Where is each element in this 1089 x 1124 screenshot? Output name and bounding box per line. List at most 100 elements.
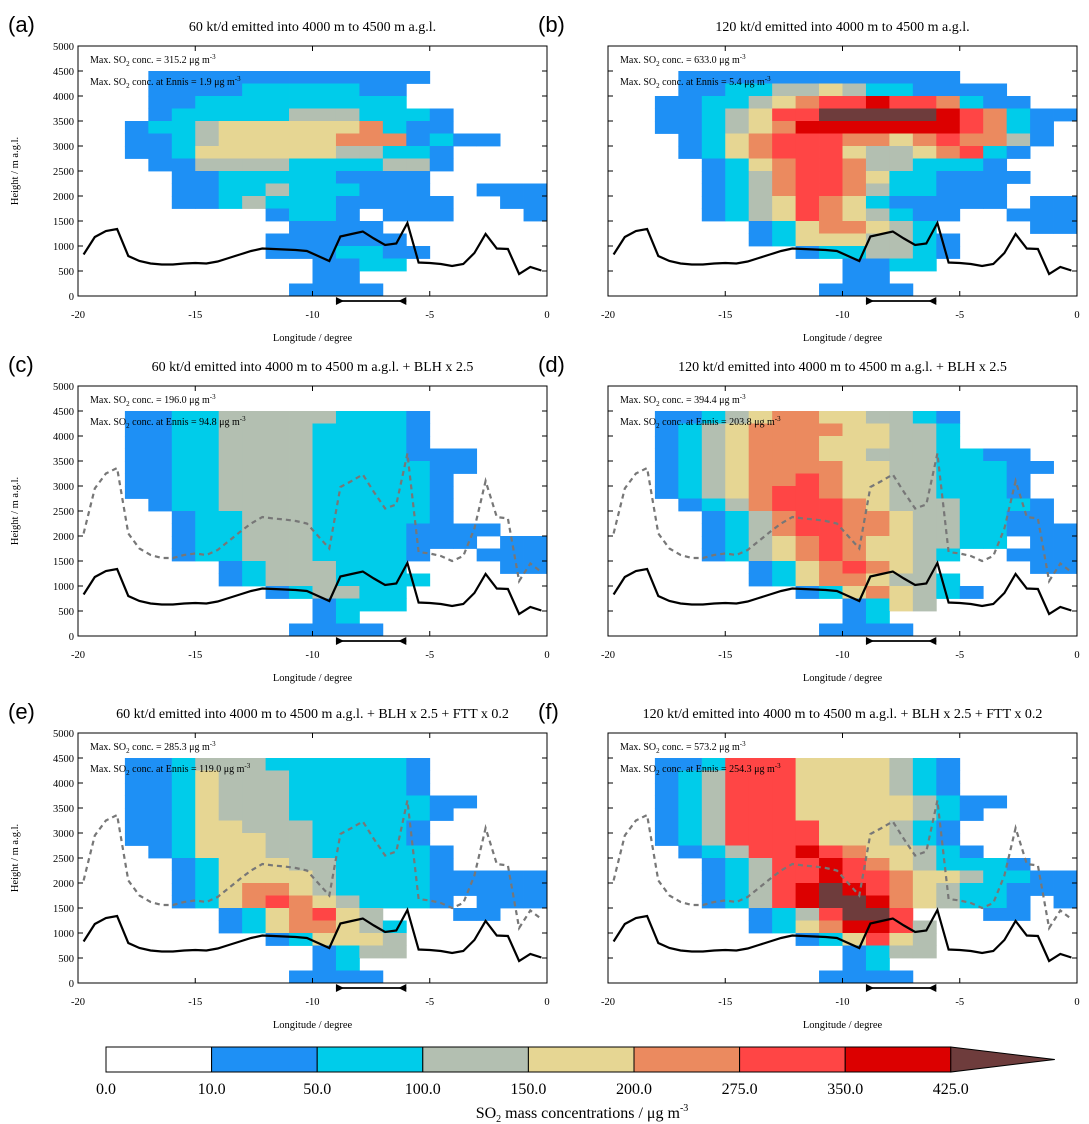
- heatmap-cell: [678, 486, 703, 499]
- y-tick-label: 1000: [53, 929, 74, 940]
- heatmap-cell: [819, 895, 843, 909]
- heatmap-cell: [289, 498, 313, 512]
- heatmap-cell: [289, 121, 313, 134]
- heatmap-cell: [701, 845, 726, 859]
- heatmap-cell: [701, 83, 726, 97]
- heatmap-cell: [265, 523, 290, 537]
- heatmap-cell: [289, 895, 313, 909]
- heatmap-cell: [865, 511, 890, 524]
- heatmap-cell: [1006, 870, 1031, 884]
- heatmap-cell: [865, 486, 890, 499]
- heatmap-cell: [218, 795, 243, 809]
- heatmap-cell: [701, 146, 726, 159]
- heatmap-cell: [819, 795, 843, 809]
- heatmap-cell: [382, 586, 407, 599]
- heatmap-cell: [289, 833, 313, 846]
- heatmap-cell: [335, 958, 360, 971]
- heatmap-cell: [701, 758, 726, 771]
- heatmap-cell: [265, 511, 290, 524]
- heatmap-cell: [772, 221, 796, 234]
- heatmap-cell: [936, 423, 961, 437]
- heatmap-cell: [865, 83, 890, 97]
- heatmap-cell: [936, 108, 961, 122]
- heatmap-cell: [195, 158, 220, 172]
- heatmap-cell: [912, 598, 937, 612]
- heatmap-cell: [748, 96, 773, 109]
- heatmap-cell: [265, 561, 290, 574]
- heatmap-cell: [865, 121, 890, 134]
- heatmap-cell: [289, 411, 313, 424]
- heatmap-cell: [124, 808, 149, 821]
- heatmap-cell: [195, 858, 220, 871]
- heatmap-cell: [195, 411, 220, 424]
- heatmap-cell: [289, 423, 313, 437]
- heatmap-cell: [772, 561, 796, 574]
- y-tick-label: 4000: [53, 432, 74, 443]
- heatmap-cell: [382, 770, 407, 784]
- heatmap-cell: [148, 833, 173, 846]
- heatmap-cell: [335, 895, 360, 909]
- heatmap-cell: [912, 96, 937, 109]
- heatmap-cell: [265, 461, 290, 474]
- heatmap-cell: [865, 611, 890, 624]
- heatmap-cell: [725, 423, 750, 437]
- heatmap-cell: [265, 233, 290, 247]
- x-tick-label: 0: [1074, 997, 1079, 1008]
- x-axis-label: Longitude / degree: [803, 1020, 883, 1031]
- heatmap-cell: [819, 820, 843, 834]
- heatmap-cell: [936, 498, 961, 512]
- y-axis-label: Height / m a.g.l.: [10, 477, 21, 545]
- heatmap-cell: [359, 586, 384, 599]
- heatmap-cell: [312, 121, 337, 134]
- heatmap-cell: [865, 536, 890, 549]
- heatmap-cell: [335, 448, 360, 462]
- heatmap-cell: [312, 498, 337, 512]
- heatmap-cell: [382, 158, 407, 172]
- heatmap-cell: [959, 133, 984, 147]
- y-tick-label: 4000: [53, 779, 74, 790]
- annotation-max-conc: Max. SO2 conc. = 633.0 μg m-3: [620, 53, 746, 68]
- heatmap-cell: [725, 83, 750, 97]
- heatmap-cell: [842, 908, 867, 921]
- heatmap-cell: [772, 96, 796, 109]
- heatmap-cell: [335, 461, 360, 474]
- heatmap-cell: [842, 196, 867, 209]
- heatmap-cell: [889, 970, 914, 984]
- heatmap-cell: [936, 121, 961, 134]
- heatmap-cell: [171, 83, 196, 97]
- heatmap-cell: [819, 833, 843, 846]
- heatmap-cell: [1030, 196, 1054, 209]
- heatmap-cell: [359, 945, 384, 959]
- heatmap-cell: [453, 870, 478, 884]
- heatmap-cell: [1053, 108, 1078, 122]
- panel-letter: (d): [538, 352, 565, 377]
- heatmap-cell: [795, 486, 820, 499]
- heatmap-cell: [289, 770, 313, 784]
- annotation-max-conc: Max. SO2 conc. = 573.2 μg m-3: [620, 740, 746, 755]
- heatmap-cell: [359, 246, 384, 259]
- heatmap-cell: [312, 548, 337, 562]
- heatmap-cell: [865, 158, 890, 172]
- panel-title: 60 kt/d emitted into 4000 m to 4500 m a.…: [116, 707, 509, 722]
- heatmap-cell: [795, 795, 820, 809]
- heatmap-cell: [748, 108, 773, 122]
- ennis-marker-right: [398, 984, 407, 992]
- heatmap-cell: [265, 71, 290, 84]
- heatmap-cell: [819, 523, 843, 537]
- heatmap-cell: [936, 845, 961, 859]
- y-tick-label: 1000: [53, 242, 74, 253]
- heatmap-cell: [912, 448, 937, 462]
- heatmap-cell: [359, 108, 384, 122]
- heatmap-cell: [218, 436, 243, 449]
- heatmap-cell: [218, 71, 243, 84]
- heatmap-cell: [382, 933, 407, 946]
- heatmap-cell: [889, 870, 914, 884]
- heatmap-cell: [265, 121, 290, 134]
- heatmap-cell: [359, 970, 384, 984]
- heatmap-cell: [406, 133, 431, 147]
- heatmap-cell: [335, 561, 360, 574]
- heatmap-cell: [335, 183, 360, 197]
- panel-title: 60 kt/d emitted into 4000 m to 4500 m a.…: [189, 20, 436, 35]
- heatmap-cell: [701, 71, 726, 84]
- heatmap-cell: [429, 461, 454, 474]
